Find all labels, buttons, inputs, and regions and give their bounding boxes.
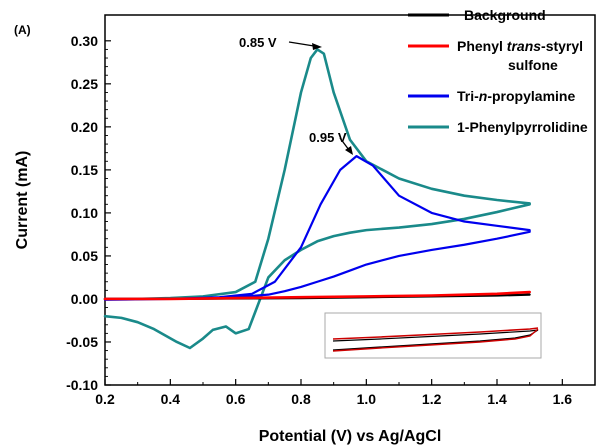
tripropylamine-trace bbox=[103, 155, 531, 301]
y-tick-label: 0.30 bbox=[71, 33, 98, 49]
annotation-label-095: 0.95 V bbox=[309, 130, 347, 145]
plot-frame bbox=[104, 14, 596, 386]
inset-red-upper-trace bbox=[332, 327, 539, 340]
x-tick-label: 1.2 bbox=[422, 391, 442, 407]
inset-panel bbox=[324, 312, 542, 359]
phenyl-styryl-sulfone-trace bbox=[103, 290, 531, 301]
legend-label-tripropylamine: Tri-n-propylamine bbox=[457, 88, 575, 104]
legend-label-phenyl-styryl-sulfone: Phenyl trans-styryl bbox=[457, 38, 583, 54]
y-tick-label: 0.15 bbox=[71, 162, 98, 178]
phenylpyrrolidine-trace bbox=[103, 48, 531, 350]
series-group bbox=[103, 48, 531, 350]
annotation-arrowhead-085 bbox=[312, 43, 322, 50]
annotation-arrow-line-095 bbox=[339, 137, 350, 151]
peak-annotation-2: 0.95 V bbox=[309, 130, 353, 155]
annotation-arrow-line-085 bbox=[288, 41, 315, 47]
x-tick-label: 0.8 bbox=[291, 391, 311, 407]
x-tick-label: 0.4 bbox=[161, 391, 181, 407]
legend: Background Phenyl trans-styryl sulfone T… bbox=[408, 7, 588, 135]
y-axis-ticks: -0.10 -0.05 0.00 0.05 0.10 0.15 0.20 0.25 0.30 bbox=[66, 33, 111, 393]
inset-box bbox=[324, 312, 542, 359]
y-tick-label: 0.00 bbox=[71, 291, 98, 307]
legend-label-phenylpyrrolidine: 1-Phenylpyrrolidine bbox=[457, 119, 588, 135]
legend-label-phenyl-styryl-sulfone-line2: sulfone bbox=[508, 57, 558, 73]
y-tick-label: -0.05 bbox=[66, 334, 98, 350]
x-tick-label: 1.0 bbox=[357, 391, 377, 407]
y-axis-title: Current (mA) bbox=[14, 151, 31, 250]
y-tick-label: 0.05 bbox=[71, 248, 98, 264]
y-tick-label: 0.25 bbox=[71, 76, 98, 92]
annotation-label-085: 0.85 V bbox=[239, 35, 277, 50]
y-tick-label: 0.20 bbox=[71, 119, 98, 135]
x-tick-label: 0.2 bbox=[95, 391, 115, 407]
x-axis-ticks: 0.2 0.4 0.6 0.8 1.0 1.2 1.4 1.6 bbox=[95, 379, 572, 407]
legend-label-background: Background bbox=[464, 7, 546, 23]
inset-red-lower-trace bbox=[332, 328, 539, 352]
axes-box bbox=[104, 14, 596, 386]
panel-label: (A) bbox=[14, 23, 31, 37]
inset-black-lower-trace bbox=[332, 329, 539, 351]
x-axis-title: Potential (V) vs Ag/AgCl bbox=[259, 428, 442, 445]
y-tick-label: -0.10 bbox=[66, 377, 98, 393]
annotation-arrowhead-095 bbox=[345, 146, 353, 155]
peak-annotation-1: 0.85 V bbox=[239, 35, 322, 50]
x-tick-label: 0.6 bbox=[226, 391, 246, 407]
y-tick-label: 0.10 bbox=[71, 205, 98, 221]
inset-black-upper-trace bbox=[332, 329, 539, 342]
x-tick-label: 1.6 bbox=[553, 391, 573, 407]
x-tick-label: 1.4 bbox=[487, 391, 507, 407]
